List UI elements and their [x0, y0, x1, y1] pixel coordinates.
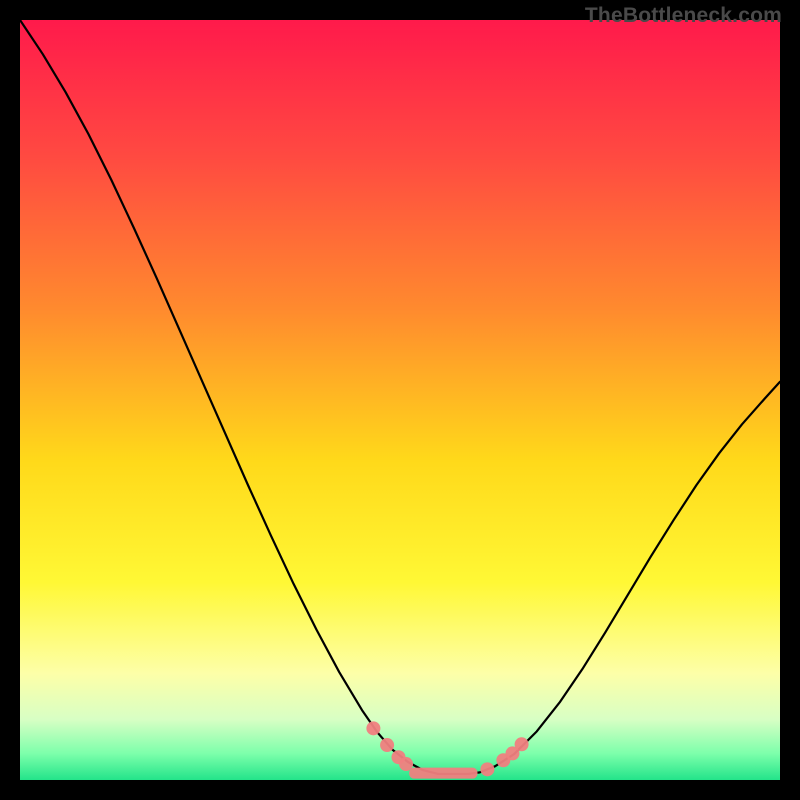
marker-dot	[515, 737, 529, 751]
chart-overlay	[0, 0, 800, 800]
marker-dot	[480, 762, 494, 776]
chart-frame: TheBottleneck.com	[0, 0, 800, 800]
bottleneck-curve-left	[20, 20, 438, 774]
marker-dot	[380, 738, 394, 752]
marker-dot	[366, 721, 380, 735]
optimal-range-band	[409, 768, 477, 779]
bottleneck-curve-right	[438, 382, 780, 774]
marker-dot	[399, 757, 413, 771]
